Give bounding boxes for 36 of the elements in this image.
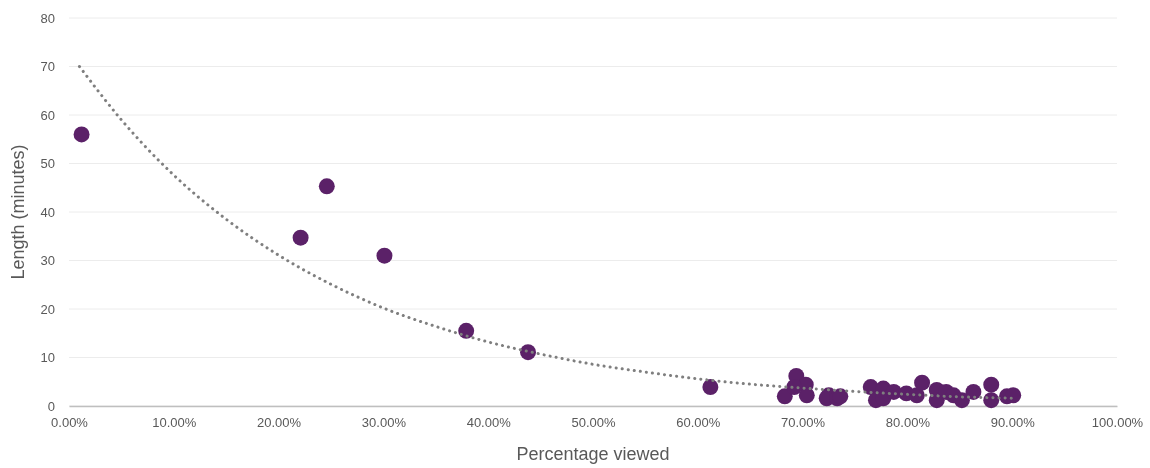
x-tick-label: 70.00%	[781, 415, 826, 431]
x-axis-title: Percentage viewed	[516, 444, 670, 464]
y-tick-label: 20	[40, 301, 55, 317]
x-tick-label: 100.00%	[1091, 415, 1144, 431]
x-tick-label: 90.00%	[990, 415, 1036, 431]
point	[292, 229, 309, 246]
y-tick-label: 50	[40, 156, 55, 172]
y-tick-label: 80	[40, 10, 55, 26]
x-tick-label: 40.00%	[466, 415, 512, 431]
point	[458, 322, 475, 339]
point	[983, 376, 1000, 393]
y-tick-label: 60	[40, 107, 55, 123]
x-tick-label: 20.00%	[257, 415, 302, 431]
y-tick-label: 10	[40, 350, 55, 366]
point	[776, 388, 793, 405]
y-tick-label: 0	[47, 398, 55, 414]
y-tick-label: 30	[40, 253, 55, 269]
y-axis-title: Length (minutes)	[8, 144, 28, 280]
x-tick-label: 10.00%	[152, 415, 197, 431]
point	[983, 392, 1000, 409]
x-tick-label: 0.00%	[51, 415, 89, 431]
point	[376, 247, 393, 264]
x-tick-label: 30.00%	[361, 415, 407, 431]
point	[702, 379, 719, 396]
y-tick-label: 40	[40, 204, 55, 220]
x-tick-label: 60.00%	[676, 415, 721, 431]
point	[965, 383, 982, 400]
point	[318, 178, 335, 195]
point	[798, 387, 815, 404]
point	[914, 374, 931, 391]
y-tick-label: 70	[40, 59, 55, 75]
point	[73, 126, 90, 143]
point	[520, 344, 536, 361]
x-tick-label: 80.00%	[885, 415, 931, 431]
x-tick-label: 50.00%	[571, 415, 616, 431]
point	[786, 379, 803, 396]
